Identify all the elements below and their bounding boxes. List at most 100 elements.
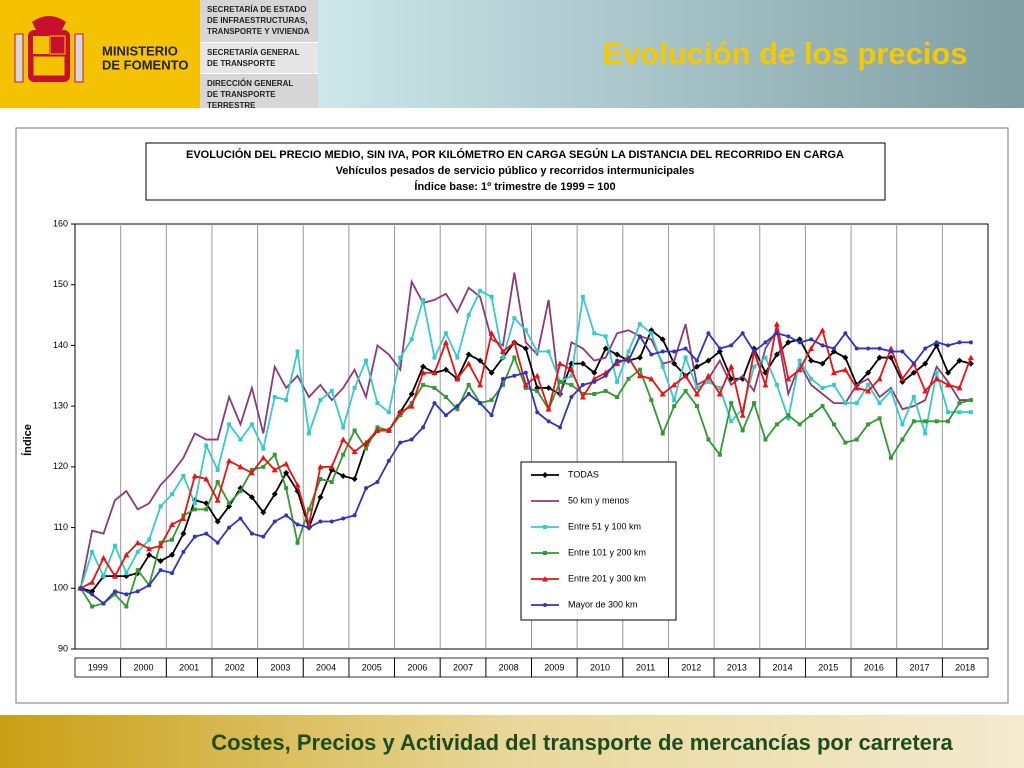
marker xyxy=(706,331,711,336)
marker xyxy=(866,382,871,387)
marker xyxy=(808,345,815,351)
marker xyxy=(329,519,334,524)
marker xyxy=(89,579,96,585)
marker xyxy=(523,370,528,375)
marker xyxy=(248,469,255,476)
x-tick-label: 2002 xyxy=(225,662,245,672)
series xyxy=(79,272,971,589)
marker xyxy=(135,549,140,554)
marker xyxy=(443,331,448,336)
chart-title-box xyxy=(145,142,886,201)
x-tick-label: 2011 xyxy=(636,662,655,672)
marker xyxy=(124,604,129,609)
marker xyxy=(385,427,392,433)
marker xyxy=(774,331,779,336)
marker xyxy=(543,603,547,607)
marker xyxy=(910,369,917,376)
marker xyxy=(957,410,962,415)
marker xyxy=(843,401,848,406)
marker xyxy=(637,322,642,327)
marker xyxy=(328,463,335,470)
marker xyxy=(170,492,175,497)
y-tick-label: 160 xyxy=(53,218,68,228)
marker xyxy=(615,379,620,384)
marker xyxy=(192,534,197,539)
marker xyxy=(580,392,585,396)
marker xyxy=(431,369,438,376)
marker xyxy=(146,551,153,558)
marker xyxy=(831,422,836,427)
marker xyxy=(843,331,848,336)
marker xyxy=(592,392,597,396)
marker xyxy=(740,407,745,412)
marker xyxy=(329,480,334,485)
marker xyxy=(854,401,859,406)
marker xyxy=(866,422,871,427)
marker xyxy=(375,480,380,485)
marker xyxy=(660,349,665,354)
marker xyxy=(500,376,505,381)
marker xyxy=(739,412,746,418)
marker xyxy=(352,513,357,518)
marker xyxy=(785,375,792,382)
marker xyxy=(671,381,678,388)
marker xyxy=(489,413,494,418)
marker xyxy=(488,369,495,376)
marker xyxy=(169,551,176,558)
marker xyxy=(466,392,471,396)
marker xyxy=(112,543,117,548)
marker xyxy=(934,340,939,345)
marker xyxy=(603,334,608,339)
marker xyxy=(693,363,700,370)
marker xyxy=(249,467,254,472)
x-tick-label: 2006 xyxy=(407,662,427,672)
marker xyxy=(900,437,905,442)
legend-label: 50 km y menos xyxy=(568,495,630,505)
marker xyxy=(614,360,621,367)
marker xyxy=(500,382,505,387)
marker xyxy=(659,336,666,343)
marker xyxy=(922,387,929,394)
marker xyxy=(705,357,712,364)
marker xyxy=(535,410,540,415)
marker xyxy=(90,604,95,609)
ministry-line: DE FOMENTO xyxy=(102,57,188,72)
marker xyxy=(248,494,255,501)
marker xyxy=(819,327,826,333)
department-line: TRANSPORTE Y VIVIENDA xyxy=(207,27,310,36)
department-line: DIRECCIÓN GENERAL xyxy=(207,79,293,88)
marker xyxy=(283,460,290,467)
department-line: DE TRANSPORTE xyxy=(207,90,276,99)
marker xyxy=(318,398,323,403)
marker xyxy=(603,388,608,393)
marker xyxy=(522,381,529,388)
marker xyxy=(876,354,883,361)
marker xyxy=(488,330,495,336)
marker xyxy=(797,358,802,363)
marker xyxy=(101,601,106,606)
marker xyxy=(636,372,643,379)
marker xyxy=(147,537,152,542)
marker xyxy=(512,355,517,360)
marker xyxy=(545,384,552,391)
marker xyxy=(808,357,815,364)
coat-of-arms xyxy=(14,16,84,83)
x-tick-label: 2013 xyxy=(727,662,747,672)
marker xyxy=(409,337,414,342)
marker xyxy=(716,391,723,397)
marker xyxy=(683,346,688,351)
marker xyxy=(489,398,494,403)
marker xyxy=(351,476,358,482)
marker xyxy=(569,382,574,387)
marker xyxy=(227,525,232,530)
marker xyxy=(762,381,769,388)
marker xyxy=(820,385,825,390)
marker xyxy=(204,443,209,448)
marker xyxy=(797,422,802,427)
marker xyxy=(660,364,665,369)
marker xyxy=(215,467,220,472)
footer-text: Costes, Precios y Actividad del transpor… xyxy=(211,730,953,755)
marker xyxy=(227,422,232,427)
marker xyxy=(238,516,243,521)
